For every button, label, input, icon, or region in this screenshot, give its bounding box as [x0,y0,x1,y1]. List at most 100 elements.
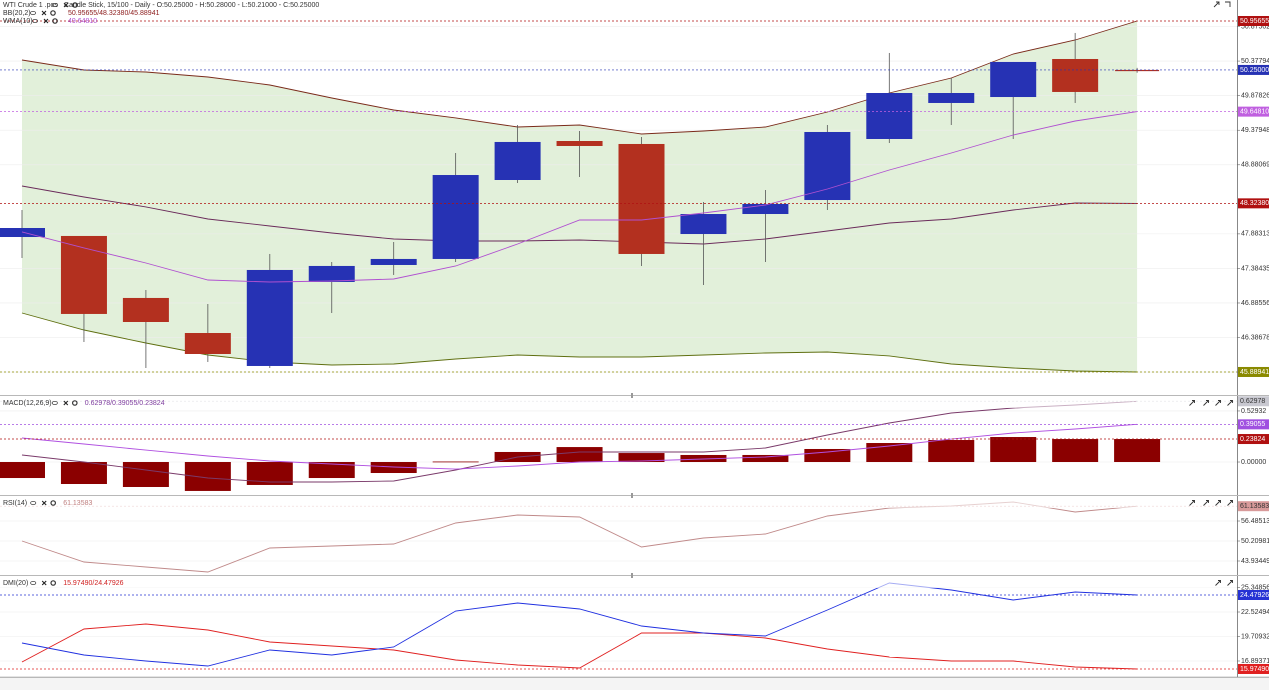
level-label-bg [1238,15,1269,26]
close-icon[interactable] [63,2,69,8]
close-icon[interactable] [63,400,69,406]
close-icon[interactable] [41,580,47,586]
candle-body [556,141,603,146]
settings-icon[interactable] [50,580,57,586]
y-tick-label: 50.37794 [1241,58,1269,65]
y-tick-label: 43.93449 [1241,558,1269,565]
y-tick-label: 47.88313 [1241,231,1269,238]
candle-body [494,141,541,181]
level-label-bg [1238,663,1269,674]
candle-body [246,269,293,366]
window-button[interactable] [1213,1,1220,8]
histogram-bar [60,462,107,485]
resize-handle[interactable] [631,393,633,398]
histogram-bar [0,462,45,479]
y-tick-label: 0.52932 [1241,408,1266,415]
y-tick-label: 46.38678 [1241,334,1269,341]
level-label: 48.32380 [1240,200,1269,207]
panel-values: 15.97490/24.47926 [63,580,123,587]
y-tick-label: 49.87826 [1241,93,1269,100]
indicator-line [21,423,1138,470]
panel-values: 61.13583 [63,500,92,507]
level-label-bg [1238,501,1269,512]
candle-body [0,228,45,238]
resize-handle[interactable] [631,493,633,498]
candle-body [928,93,975,103]
eye-icon[interactable] [29,10,36,15]
y-tick-label: 56.48513 [1241,518,1269,525]
candle-body [1052,58,1099,92]
y-tick-label: 50.20981 [1241,538,1269,545]
indicator-line [21,582,1138,667]
histogram-bar [1114,439,1161,463]
y-tick-label: 25.34856 [1241,584,1269,591]
histogram-bar [1052,439,1099,463]
panel-button[interactable] [1215,500,1221,506]
histogram-bar [990,437,1037,463]
level-label: 15.97490 [1240,666,1269,673]
y-tick-label: 48.88069 [1241,162,1269,169]
panel-button[interactable] [1203,400,1209,406]
eye-icon[interactable] [30,581,37,586]
histogram-bar [122,462,169,487]
settings-icon[interactable] [72,2,78,8]
panel-button[interactable] [1189,400,1195,406]
close-icon[interactable] [41,500,47,506]
panel-button[interactable] [1227,500,1233,506]
eye-icon[interactable] [51,400,58,405]
histogram-bar [370,462,417,474]
candle-body [60,235,107,314]
y-tick-label: 0.00000 [1241,459,1266,466]
candle-body [618,143,665,254]
panel-title: MACD(12,26,9) [3,400,52,407]
y-tick-label: 46.88556 [1241,300,1269,307]
histogram-bar [246,462,293,485]
eye-icon[interactable] [52,3,59,8]
level-label: 50.25000 [1240,67,1269,74]
settings-icon[interactable] [50,500,57,506]
level-label-bg [1238,64,1269,75]
resize-handle[interactable] [631,573,633,578]
panel-title: DMI(20) [3,580,28,587]
panel-values: 0.62978/0.39055/0.23824 [85,400,165,407]
histogram-bar [432,461,479,463]
legend-entry: WMA(10) [3,18,33,25]
y-tick-label: 19.70932 [1241,633,1269,640]
settings-icon[interactable] [52,18,58,24]
panel-button[interactable] [1215,400,1221,406]
chart-subtitle: Candle Stick, 15/100 - Daily - O:50.2500… [64,2,319,9]
level-label-bg [1238,396,1269,407]
histogram-bar [680,454,727,463]
panel-button[interactable] [1227,580,1233,586]
panel-button[interactable] [1189,500,1195,506]
histogram-bar [804,448,851,463]
settings-icon[interactable] [72,400,78,406]
eye-icon[interactable] [32,18,39,23]
level-label-bg [1238,434,1269,445]
eye-icon[interactable] [30,500,37,505]
level-label: 0.39055 [1240,421,1265,428]
settings-icon[interactable] [50,10,56,16]
panel-button[interactable] [1227,400,1233,406]
y-tick-label: 22.52494 [1241,609,1269,616]
level-label: 50.95655 [1240,18,1269,25]
candle-body [184,333,231,354]
candle-body [804,131,851,201]
candle-body [432,175,479,259]
panel-button[interactable] [1203,500,1209,506]
panel-header-bg [0,398,1237,408]
y-tick-label: 16.89371 [1241,658,1269,665]
level-label: 24.47926 [1240,592,1269,599]
level-label-bg [1238,106,1269,117]
close-icon[interactable] [41,10,47,16]
level-label-bg [1238,419,1269,430]
level-label: 49.64810 [1240,108,1269,115]
panel-button[interactable] [1215,580,1221,586]
candle-body [308,265,355,282]
window-button[interactable] [1225,1,1231,7]
candle-body [1115,69,1160,72]
histogram-bar [184,462,231,491]
legend-values: 49.64810 [68,18,97,25]
close-icon[interactable] [43,18,49,24]
